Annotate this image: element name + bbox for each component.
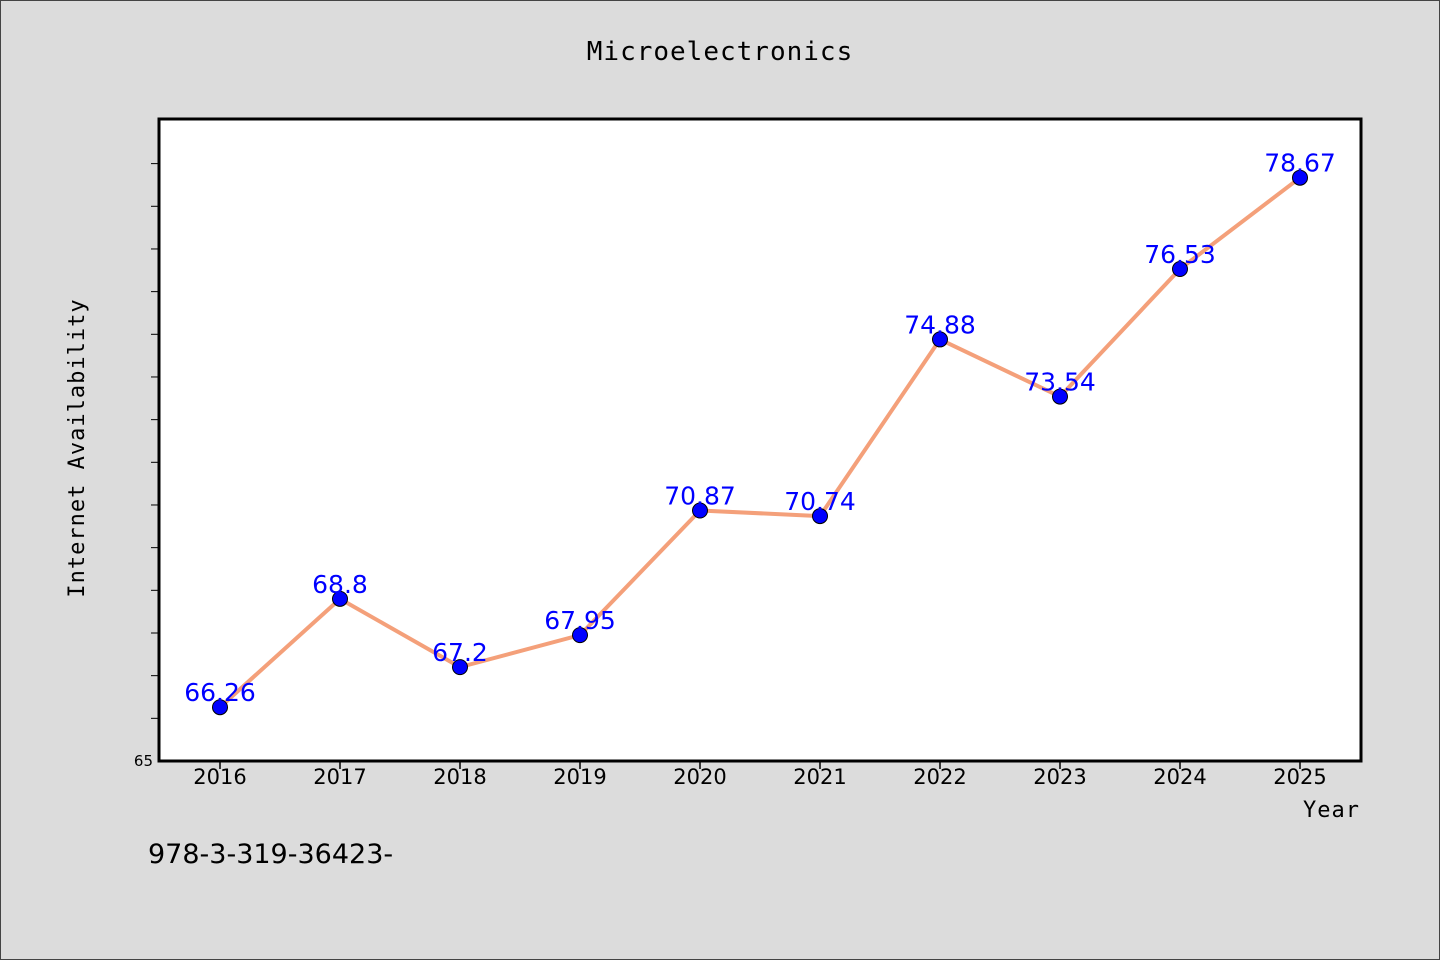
data-point xyxy=(692,502,708,519)
data-point xyxy=(932,331,948,348)
data-point xyxy=(452,659,468,676)
chart-title: Microelectronics xyxy=(587,37,853,67)
x-tick-label: 2024 xyxy=(1153,765,1206,789)
marker-group xyxy=(212,169,1308,716)
data-point xyxy=(212,699,228,716)
x-axis: 2016 2017 2018 2019 2020 2021 2022 2023 2024 2025 xyxy=(193,761,1327,789)
y-axis: 65 xyxy=(134,163,159,770)
data-label: 76.53 xyxy=(1144,240,1216,269)
x-tick-label: 2023 xyxy=(1033,765,1086,789)
data-label-group: 66.26 68.8 67.2 67.95 70.87 70.74 74.88 73.54 76… xyxy=(184,149,1336,708)
data-label: 67.2 xyxy=(432,638,488,667)
x-tick-label: 2020 xyxy=(673,765,726,789)
data-point xyxy=(332,590,348,607)
data-point xyxy=(812,508,828,525)
plot-area xyxy=(157,117,1363,763)
x-axis-label: Year xyxy=(1303,798,1360,823)
y-tick-label: 65 xyxy=(134,752,153,770)
data-point xyxy=(1052,388,1068,405)
data-point xyxy=(1292,169,1308,186)
series-line-group xyxy=(218,175,1302,710)
footer-isbn-text: 978-3-319-36423- xyxy=(148,839,393,870)
data-label: 68.8 xyxy=(312,570,368,599)
data-label: 67.95 xyxy=(544,606,616,635)
x-tick-label: 2017 xyxy=(313,765,366,789)
data-label: 70.87 xyxy=(664,482,736,511)
data-label: 73.54 xyxy=(1024,368,1096,397)
x-tick-label: 2021 xyxy=(793,765,846,789)
x-tick-label: 2018 xyxy=(433,765,486,789)
data-label: 74.88 xyxy=(904,310,976,339)
data-label: 78.67 xyxy=(1264,149,1336,178)
data-label: 66.26 xyxy=(184,678,256,707)
x-tick-label: 2019 xyxy=(553,765,606,789)
data-label: 70.74 xyxy=(784,487,856,516)
series-line xyxy=(218,175,1302,710)
data-point xyxy=(572,627,588,644)
x-tick-label: 2025 xyxy=(1273,765,1326,789)
data-point xyxy=(1172,261,1188,278)
x-tick-label: 2022 xyxy=(913,765,966,789)
x-tick-label: 2016 xyxy=(193,765,246,789)
y-axis-label: Internet Availability xyxy=(65,298,90,597)
